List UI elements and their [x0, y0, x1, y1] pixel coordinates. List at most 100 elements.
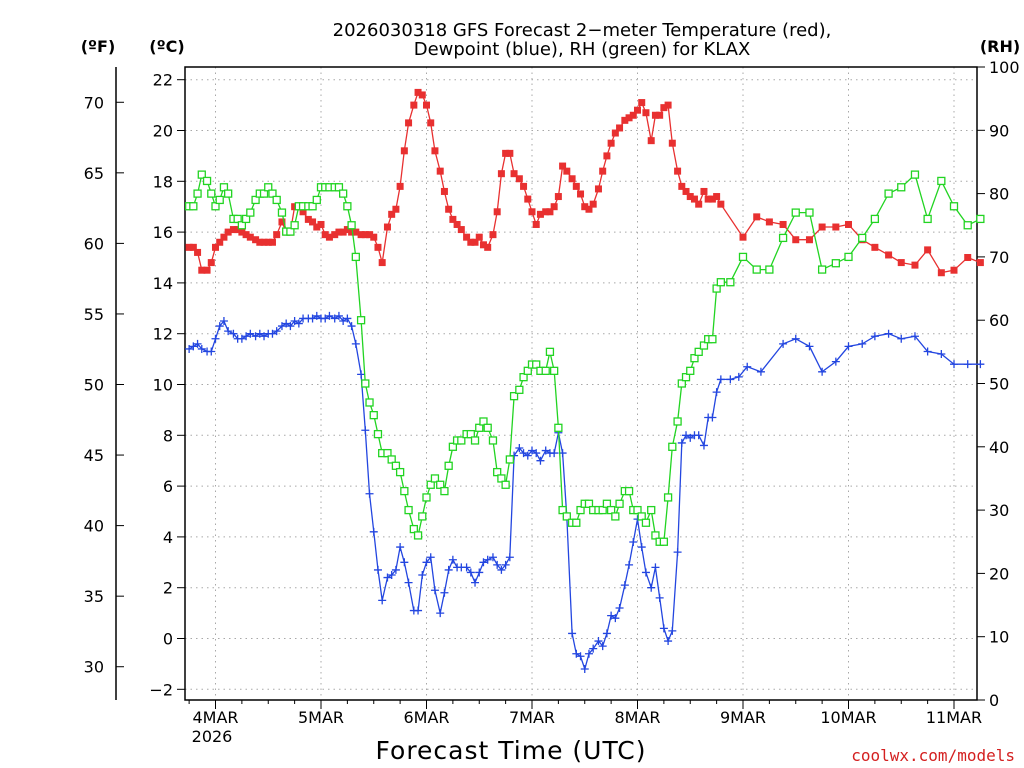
temperature-marker	[256, 238, 264, 246]
rh-series	[184, 170, 985, 546]
temperature-marker	[392, 205, 400, 213]
year-label: 2026	[192, 727, 233, 746]
temperature-marker	[484, 243, 492, 251]
dewpoint-marker	[475, 568, 484, 577]
temperature-marker	[273, 231, 281, 239]
dewpoint-marker	[673, 548, 682, 557]
dewpoint-marker	[550, 449, 559, 458]
rh-marker	[383, 448, 392, 458]
dewpoint-marker	[910, 332, 919, 341]
dewpoint-marker	[215, 322, 224, 331]
rh-marker	[831, 259, 840, 268]
rh-marker	[576, 505, 585, 515]
rh-marker	[334, 183, 344, 192]
dewpoint-marker	[430, 586, 439, 595]
rh-marker	[509, 392, 519, 401]
rh-marker	[246, 208, 255, 217]
rh-tick-label: 20	[989, 564, 1009, 583]
rh-marker	[369, 410, 378, 420]
rh-marker	[624, 486, 634, 496]
temperature-marker	[845, 220, 852, 228]
temperature-marker	[457, 226, 465, 234]
temperature-marker	[515, 175, 523, 183]
temperature-marker	[264, 238, 272, 246]
dewpoint-marker	[383, 573, 392, 582]
rh-marker	[387, 455, 396, 464]
temperature-marker	[682, 187, 690, 195]
temperature-marker	[528, 208, 536, 216]
dewpoint-marker	[219, 317, 228, 325]
rh-marker	[286, 227, 295, 236]
rh-marker	[211, 202, 220, 211]
x-tick-label: 11MAR	[926, 708, 982, 727]
temperature-marker	[550, 203, 558, 211]
temperature-marker	[656, 111, 664, 119]
temperature-marker	[779, 220, 787, 228]
rh-marker	[651, 531, 660, 540]
temperature-marker	[937, 269, 945, 277]
rh-marker	[937, 176, 946, 186]
dewpoint-marker	[568, 629, 577, 638]
rh-marker	[505, 455, 514, 464]
dewpoint-marker	[189, 342, 198, 351]
temperature-marker	[299, 208, 307, 216]
temperature-marker	[594, 185, 602, 193]
temperature-marker	[453, 220, 461, 228]
celsius-tick-label: 18	[153, 172, 173, 191]
temperature-marker	[313, 223, 321, 231]
dewpoint-marker	[260, 332, 269, 341]
rh-marker	[532, 360, 541, 369]
temperature-marker	[581, 203, 589, 211]
dewpoint-marker	[493, 560, 502, 569]
rh-marker	[418, 512, 427, 521]
temperature-marker	[317, 220, 325, 228]
dewpoint-marker	[400, 558, 409, 567]
dewpoint-marker	[351, 339, 360, 348]
temperature-marker	[427, 119, 435, 127]
rh-marker	[202, 176, 212, 186]
temperature-marker	[695, 200, 703, 208]
dewpoint-marker	[237, 334, 246, 343]
dewpoint-marker	[312, 311, 321, 320]
temperature-marker	[607, 139, 615, 147]
temperature-marker	[765, 218, 773, 226]
fahrenheit-tick-label: 50	[84, 376, 104, 395]
dewpoint-marker	[334, 311, 343, 320]
temperature-marker	[471, 238, 479, 246]
plot-frame	[184, 66, 978, 701]
dewpoint-marker	[325, 311, 334, 320]
rh-line	[189, 173, 981, 543]
temperature-marker	[361, 231, 369, 239]
temperature-marker	[366, 231, 374, 239]
rh-marker	[290, 221, 299, 230]
dewpoint-marker	[589, 644, 598, 653]
rh-marker	[466, 429, 475, 439]
rh-marker	[479, 417, 488, 426]
temperature-marker	[238, 228, 246, 236]
temperature-marker	[198, 266, 206, 274]
rh-marker	[391, 461, 401, 470]
dewpoint-marker	[607, 611, 616, 620]
celsius-tick-label: 8	[163, 426, 173, 445]
temperature-marker	[885, 251, 893, 259]
temperature-marker	[897, 259, 905, 267]
rh-marker	[554, 423, 563, 432]
dewpoint-marker	[976, 360, 985, 369]
rh-marker	[606, 505, 616, 515]
dewpoint-marker	[440, 588, 449, 597]
temperature-marker	[212, 243, 219, 251]
temperature-marker	[976, 259, 984, 267]
temperature-marker	[224, 228, 232, 236]
rh-marker	[312, 195, 321, 205]
temperature-marker	[625, 114, 633, 122]
dewpoint-marker	[211, 334, 220, 343]
dewpoint-marker	[950, 360, 958, 369]
grid-lines	[185, 67, 977, 700]
temperature-marker	[642, 109, 650, 117]
dewpoint-marker	[272, 327, 281, 336]
rh-marker	[356, 316, 366, 325]
dewpoint-marker	[651, 563, 660, 572]
dewpoint-marker	[391, 565, 400, 574]
rh-marker	[884, 189, 893, 198]
rh-marker	[219, 183, 229, 192]
